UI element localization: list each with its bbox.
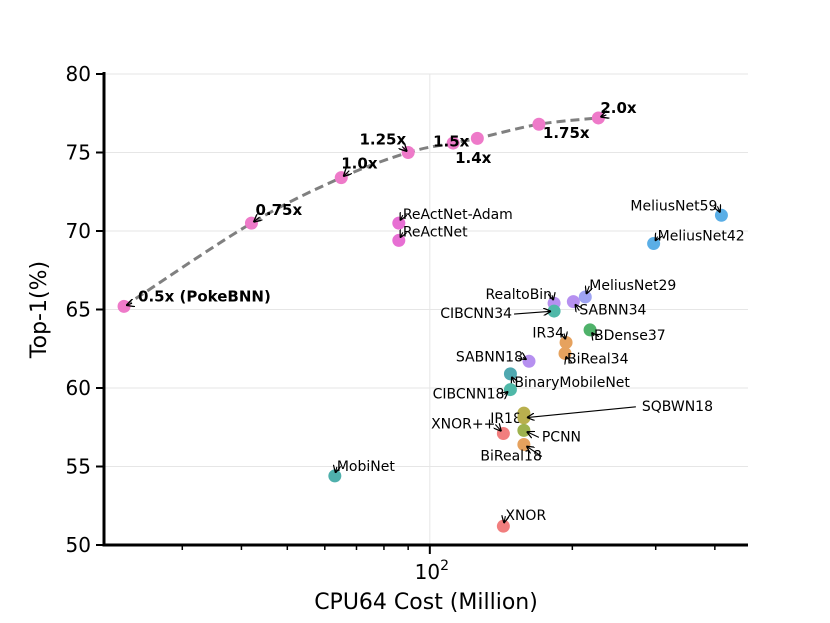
data-point-label: MeliusNet59 [630,198,717,214]
data-point [566,295,580,309]
data-point-label: PCNN [542,429,581,445]
data-point-label: BinaryMobileNet [514,375,630,391]
frontier-label-arrow [600,115,606,117]
label-arrow [504,391,508,394]
x-tick-exponent: 2 [440,558,449,574]
label-arrow [527,432,540,438]
y-tick-label: 50 [66,533,91,557]
label-arrow [400,232,403,237]
label-arrow [400,215,403,220]
data-point [517,423,531,437]
data-point-label: XNOR++ [431,417,495,433]
frontier-point [446,136,460,150]
frontier-label-arrow [402,147,407,152]
frontier-point-label: 1.5x [433,132,470,150]
data-point-label: SQBWN18 [642,399,713,415]
data-point-label: BiReal34 [567,351,629,367]
y-tick-label: 75 [66,141,91,165]
data-point [522,354,536,368]
data-point-label: RealtoBin [485,287,552,303]
y-tick-label: 60 [66,376,91,400]
data-point-label: SABNN34 [579,303,646,319]
label-arrow [564,333,565,339]
x-axis-label: CPU64 Cost (Million) [314,590,538,615]
data-point-label: MeliusNet29 [589,278,676,294]
y-tick-label: 65 [66,298,91,322]
frontier-point [470,131,484,145]
data-point-label: MeliusNet42 [658,229,745,245]
label-arrow [655,237,658,241]
frontier-label-arrow [253,217,259,222]
grid-lines [104,73,748,545]
data-point-label: MobiNet [337,459,396,475]
frontier-point-label: 1.75x [543,124,590,142]
data-point-label: CIBCNN34 [440,306,512,322]
frontier-point [532,117,546,131]
data-point [503,383,517,397]
frontier-point-label: 1.0x [341,155,378,173]
frontier-point [117,299,131,313]
frontier-label-arrow [126,303,132,305]
label-arrow [527,406,636,418]
y-axis-label: Top-1(%) [27,261,52,359]
data-point-label: XNOR [505,508,546,524]
label-arrow [552,295,553,300]
label-arrow [504,516,505,523]
label-arrow [335,467,336,473]
frontier-point-label: 0.5x (PokeBNN) [138,287,271,305]
frontier-point-label: 1.25x [359,131,406,149]
data-point-label: ReActNet [403,224,468,240]
data-point-label: SABNN18 [456,349,523,365]
label-arrow [586,286,589,294]
y-tick-label: 80 [66,62,91,86]
label-arrow [566,356,567,359]
label-arrow [526,446,543,457]
data-point-label: CIBCNN18 [433,387,505,403]
label-arrow [717,206,720,212]
label-arrow [512,377,515,383]
data-point-label: BDense37 [594,328,666,344]
label-arrow [495,425,501,432]
label-arrow [523,357,527,359]
y-tick-label: 70 [66,219,91,243]
y-tick-label: 55 [66,455,91,479]
x-tick-label: 102 [415,558,449,584]
frontier-point [334,171,348,185]
frontier-label-arrow [343,171,349,177]
frontier-point-label: 2.0x [600,99,637,117]
label-arrow [575,304,579,311]
frontier-point-label: 0.75x [255,201,302,219]
data-point-label: IR34 [532,325,564,341]
data-point-label: ReActNet-Adam [403,207,513,223]
label-arrow [592,332,594,336]
label-arrow [514,311,551,314]
frontier-point-label: 1.4x [455,149,492,167]
